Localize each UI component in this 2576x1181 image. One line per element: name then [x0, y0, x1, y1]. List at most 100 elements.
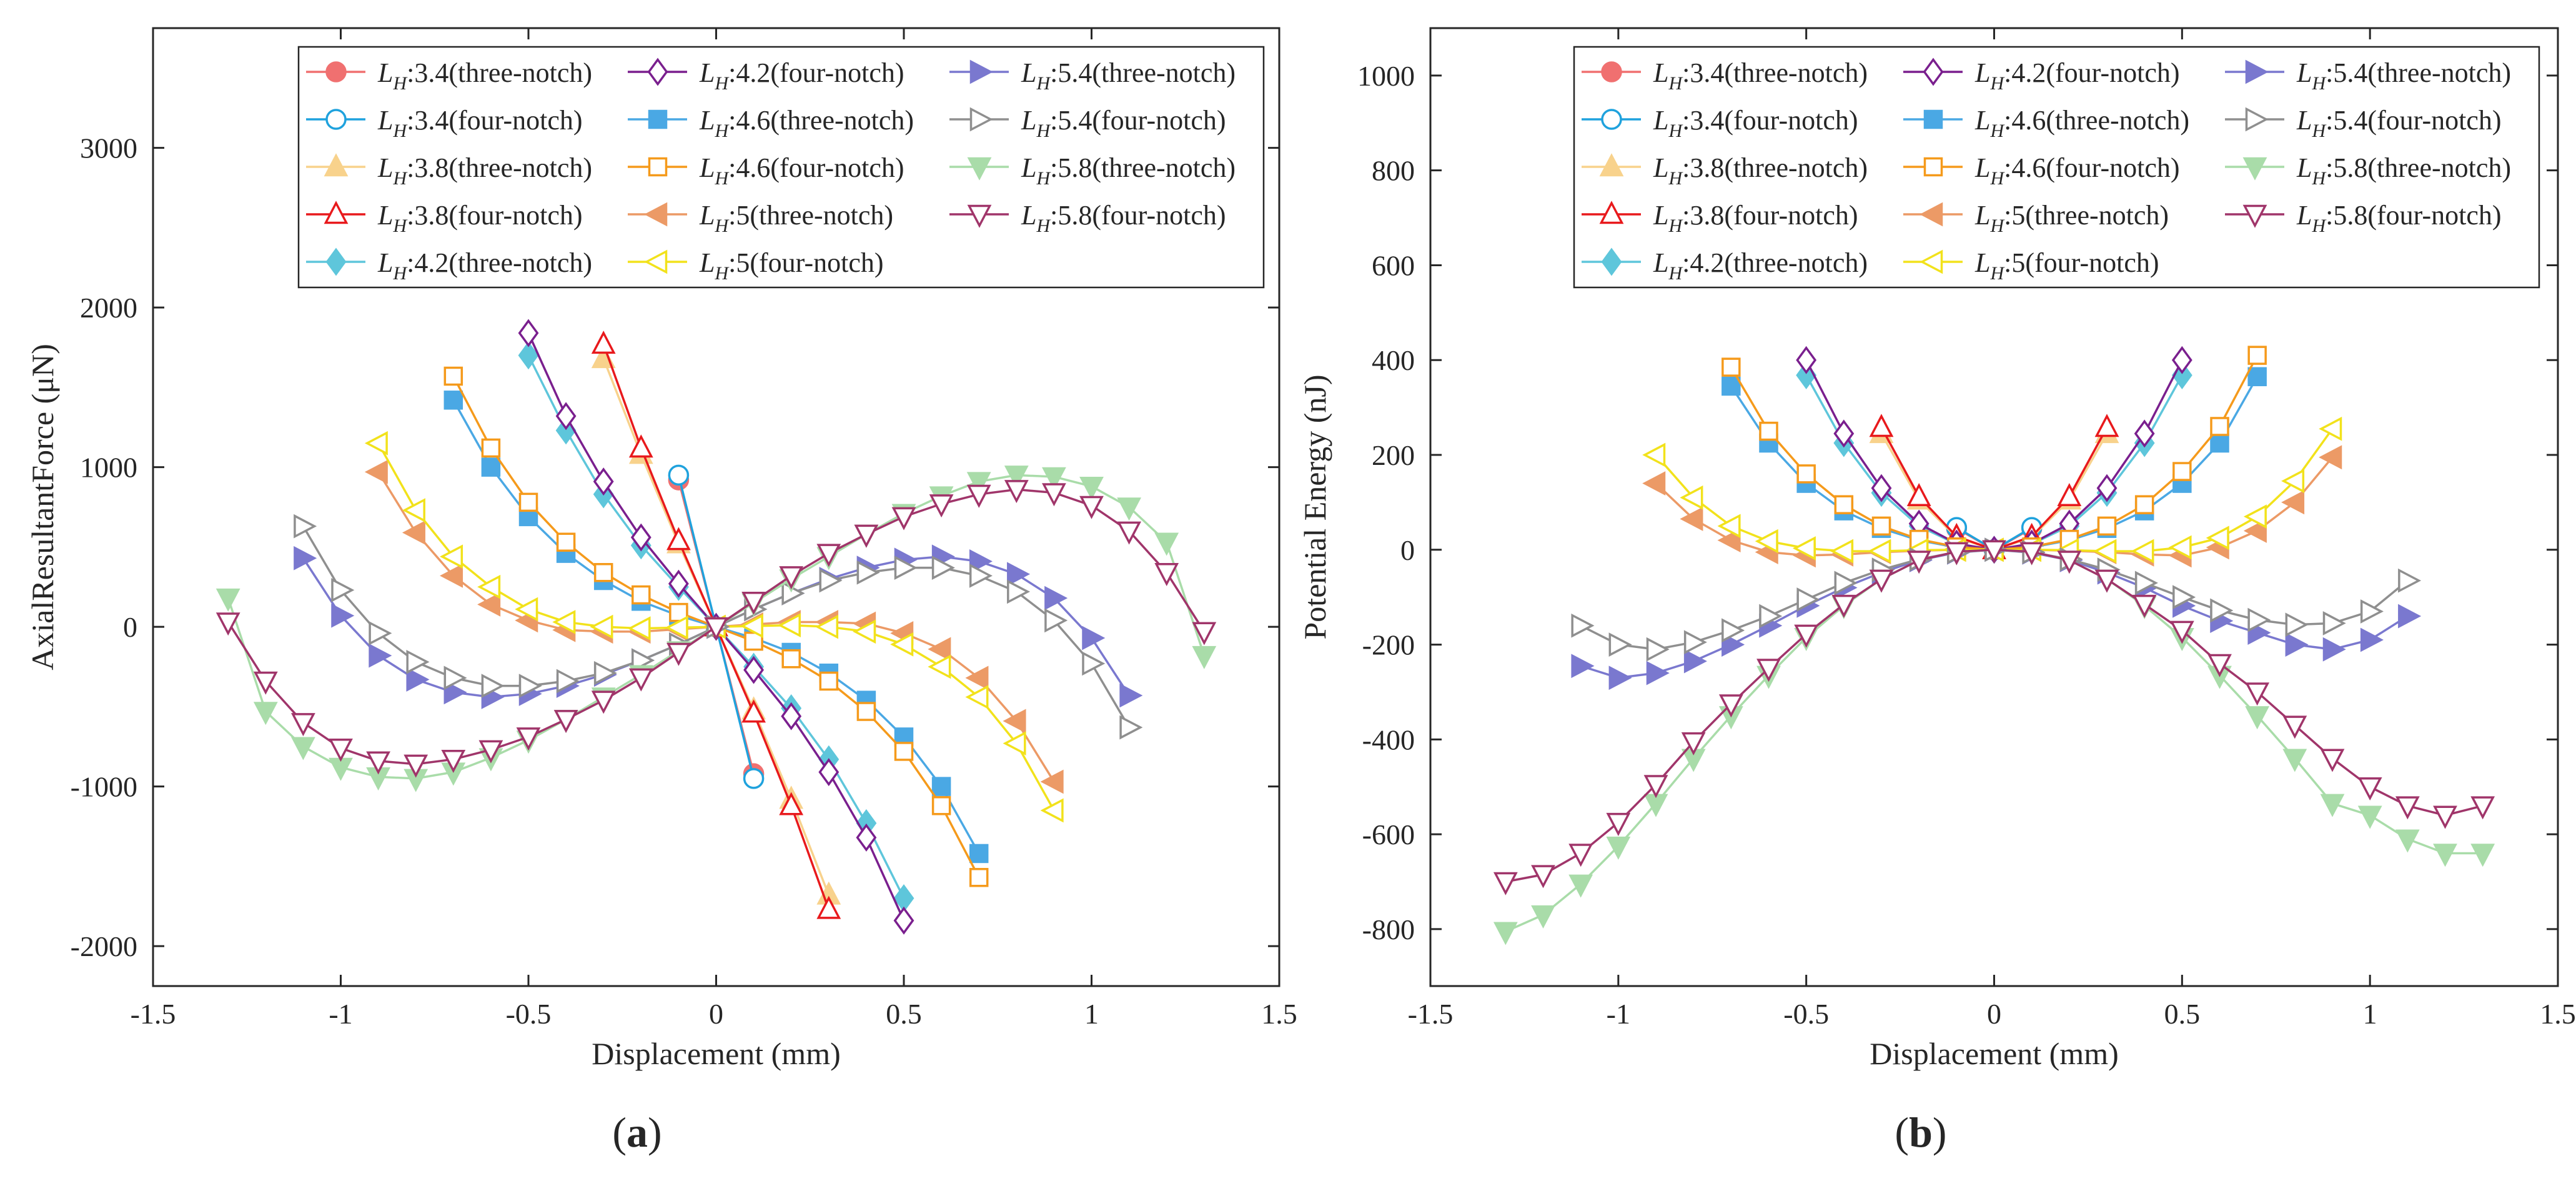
data-point — [2172, 462, 2192, 481]
data-point — [1007, 579, 1031, 604]
data-point — [781, 649, 801, 669]
data-point — [1871, 516, 1891, 536]
data-point — [1680, 507, 1703, 531]
y-tick-label: 0 — [123, 611, 137, 643]
data-point — [1721, 618, 1745, 643]
data-point — [1906, 483, 1931, 507]
data-point — [2057, 483, 2082, 507]
data-point — [819, 671, 839, 691]
y-tick-label: -600 — [1362, 819, 1415, 850]
data-point — [2320, 749, 2345, 772]
data-point — [2470, 796, 2495, 820]
data-point — [2285, 632, 2309, 657]
legend-label: LH:5.4(three-notch) — [1021, 57, 1236, 94]
legend-label: LH:5(three-notch) — [699, 200, 893, 236]
data-point — [2210, 433, 2229, 453]
data-point — [1044, 586, 1068, 610]
legend-label: LH:3.4(four-notch) — [1653, 105, 1858, 141]
data-point — [2094, 414, 2119, 437]
legend-marker — [325, 61, 347, 82]
legend-label: LH:4.6(three-notch) — [699, 105, 914, 141]
legend-marker — [324, 201, 349, 224]
legend-marker — [1920, 202, 1943, 227]
y-tick-label: 0 — [1400, 534, 1415, 566]
data-point — [2285, 612, 2309, 637]
legend-label: LH:5.4(three-notch) — [2296, 57, 2511, 94]
data-point — [2172, 585, 2196, 610]
data-point — [2093, 539, 2117, 564]
data-point — [854, 524, 879, 548]
y-tick-label: 800 — [1372, 155, 1415, 187]
data-point — [591, 331, 616, 354]
data-point — [2096, 474, 2118, 502]
data-point — [481, 457, 501, 477]
x-tick-label: 1.5 — [1261, 998, 1297, 1030]
data-point — [668, 569, 689, 598]
panel-caption: (b) — [1895, 1109, 1946, 1156]
legend-label: LH:4.2(three-notch) — [1653, 247, 1868, 284]
series-5-8-four-notch — [1493, 540, 2495, 895]
x-tick-label: 0 — [709, 998, 723, 1030]
series-line — [1580, 549, 2409, 650]
data-point — [1606, 836, 1631, 860]
legend-label: LH:5.8(four-notch) — [2296, 200, 2502, 236]
data-point — [253, 671, 278, 695]
data-point — [630, 523, 651, 552]
x-tick-label: 1.5 — [2540, 998, 2576, 1030]
data-point — [1040, 798, 1064, 823]
legend-item: LH:5(three-notch) — [1903, 200, 2169, 236]
data-point — [2322, 637, 2346, 662]
legend-marker — [324, 153, 349, 177]
data-point — [556, 532, 576, 552]
x-tick-label: -1.5 — [131, 998, 176, 1030]
panel-a: -1.5 -1 -0.5 0 0.5 1 1.5 -2000 -1000 0 1000 2000 300… — [25, 27, 1297, 1156]
legend-marker — [325, 247, 347, 276]
data-point — [1759, 421, 1778, 441]
data-point — [402, 520, 425, 545]
data-point — [779, 792, 804, 815]
legend-label: LH:5.4(four-notch) — [2296, 105, 2502, 141]
legend-item: LH:3.4(four-notch) — [306, 105, 583, 141]
x-tick-label: 0.5 — [2164, 998, 2201, 1030]
data-point — [593, 660, 617, 685]
data-point — [593, 563, 613, 582]
data-point — [928, 654, 951, 679]
data-point — [1119, 715, 1143, 740]
data-point — [856, 560, 880, 585]
data-point — [2247, 607, 2271, 632]
data-point — [443, 665, 467, 690]
data-point — [1646, 660, 1670, 685]
legend-marker — [1599, 153, 1624, 177]
data-point — [1831, 594, 1856, 618]
data-point — [1683, 649, 1707, 674]
data-point — [1717, 514, 1741, 539]
data-point — [2243, 519, 2267, 543]
data-point — [931, 796, 951, 815]
data-point — [2097, 516, 2117, 536]
data-point — [1683, 630, 1707, 655]
data-point — [632, 585, 651, 605]
legend-marker — [644, 249, 668, 274]
y-tick-label: 400 — [1372, 344, 1415, 376]
data-point — [969, 868, 989, 887]
data-point — [668, 464, 690, 486]
data-point — [2245, 682, 2270, 706]
data-point — [369, 643, 392, 668]
data-point — [1117, 497, 1141, 521]
data-point — [1642, 471, 1666, 496]
data-point — [518, 674, 542, 699]
data-point — [291, 713, 315, 737]
x-tick-label: -1 — [329, 998, 352, 1030]
data-point — [1568, 844, 1593, 867]
legend-item: LH:4.6(four-notch) — [1903, 152, 2180, 189]
x-tick-label: -1 — [1607, 998, 1630, 1030]
legend-marker — [1601, 109, 1622, 130]
legend-box — [297, 46, 1265, 289]
data-point — [1755, 529, 1778, 554]
panel-b: -1.5 -1 -0.5 0 0.5 1 1.5 -800 -600 -400 -200 0 200 40… — [1297, 27, 2576, 1156]
data-point — [853, 619, 876, 644]
data-point — [2094, 569, 2119, 593]
y-tick-label: 3000 — [80, 132, 137, 164]
legend-marker — [648, 157, 668, 177]
legend-marker — [2245, 107, 2269, 132]
